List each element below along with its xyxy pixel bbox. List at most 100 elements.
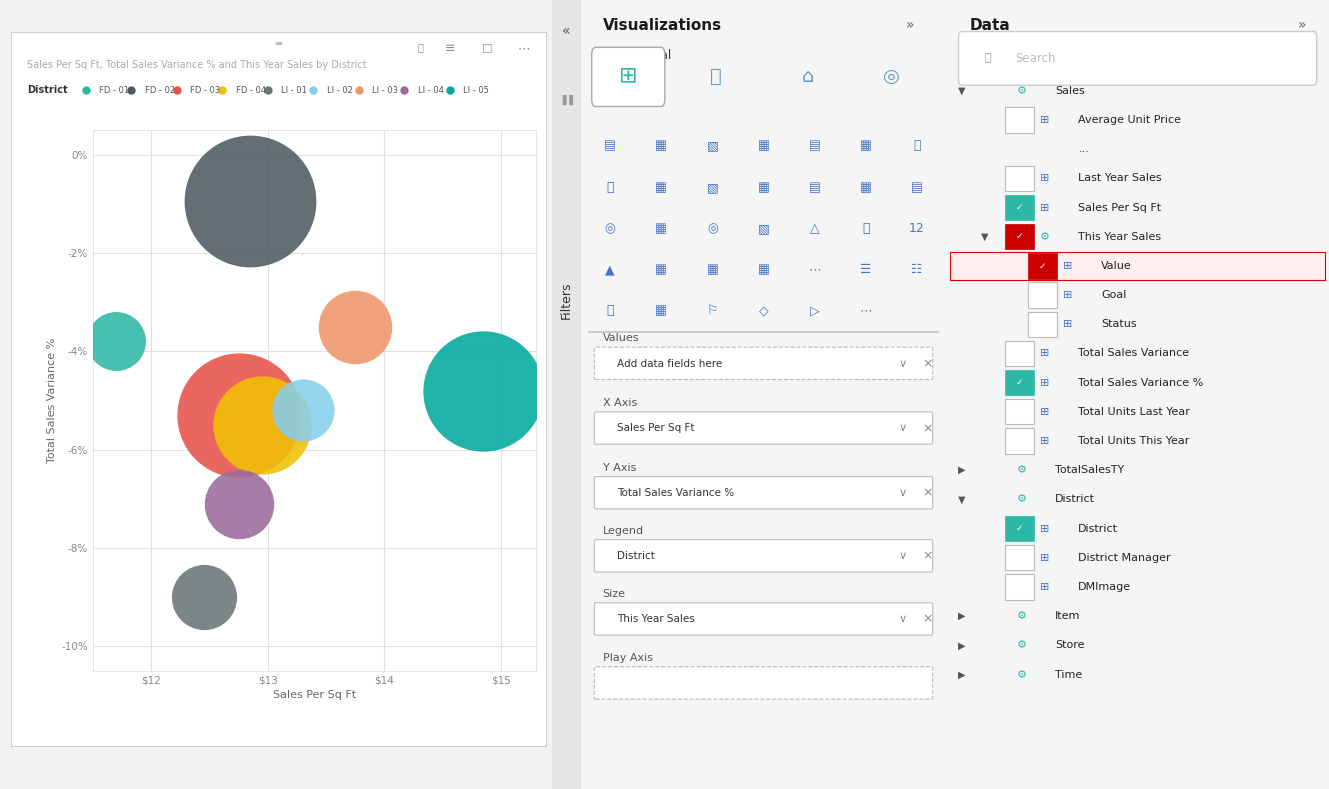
Text: ▶: ▶ xyxy=(958,670,965,679)
Bar xyxy=(587,331,938,333)
Text: Sales Per Sq Ft, Total Sales Variance % and This Year Sales by District: Sales Per Sq Ft, Total Sales Variance % … xyxy=(27,60,367,70)
Text: ⚙: ⚙ xyxy=(1017,670,1027,679)
Text: ▦: ▦ xyxy=(758,264,769,276)
Text: ▧: ▧ xyxy=(707,140,718,152)
Text: ▤: ▤ xyxy=(912,181,922,194)
Text: Average Unit Price: Average Unit Price xyxy=(1078,115,1181,125)
Text: ×: × xyxy=(922,422,933,435)
Text: ▬: ▬ xyxy=(275,39,282,47)
Text: ▼: ▼ xyxy=(958,86,965,95)
FancyBboxPatch shape xyxy=(1027,253,1057,279)
Text: ⊞: ⊞ xyxy=(1041,349,1050,358)
FancyBboxPatch shape xyxy=(1005,341,1034,366)
Text: Add data fields here: Add data fields here xyxy=(617,359,723,368)
FancyBboxPatch shape xyxy=(594,603,933,635)
Y-axis label: Total Sales Variance %: Total Sales Variance % xyxy=(48,338,57,463)
Text: ▧: ▧ xyxy=(707,181,718,194)
Text: DMImage: DMImage xyxy=(1078,582,1131,592)
Text: FD - 04: FD - 04 xyxy=(235,86,266,95)
Text: ⊞: ⊞ xyxy=(1041,407,1050,417)
Text: 📌: 📌 xyxy=(417,43,423,52)
Text: Sales: Sales xyxy=(1055,86,1084,95)
Text: ⊞: ⊞ xyxy=(1063,261,1073,271)
Text: District: District xyxy=(1055,495,1095,504)
Text: ☷: ☷ xyxy=(912,264,922,276)
Text: ⊞: ⊞ xyxy=(1041,582,1050,592)
Text: ⊞: ⊞ xyxy=(619,66,638,87)
Text: Total Sales Variance %: Total Sales Variance % xyxy=(1078,378,1204,387)
Point xyxy=(229,497,250,510)
Text: ✓: ✓ xyxy=(1015,524,1023,533)
Text: ⊞: ⊞ xyxy=(1063,290,1073,300)
Text: ×: × xyxy=(922,487,933,499)
Text: ⌒: ⌒ xyxy=(863,222,869,235)
Text: ▶: ▶ xyxy=(958,466,965,475)
Text: ⊞: ⊞ xyxy=(1041,174,1050,183)
Text: ▦: ▦ xyxy=(860,181,872,194)
Text: ⚙: ⚙ xyxy=(1017,495,1027,504)
Text: ⊞: ⊞ xyxy=(1041,436,1050,446)
Text: Size: Size xyxy=(603,589,626,599)
Point xyxy=(251,419,272,432)
Text: District: District xyxy=(617,552,655,561)
Text: LI - 03: LI - 03 xyxy=(372,86,399,95)
Text: Play Axis: Play Axis xyxy=(603,653,653,663)
Text: ▷: ▷ xyxy=(809,305,820,317)
Text: Search: Search xyxy=(1015,52,1055,65)
Text: ▦: ▦ xyxy=(655,222,667,235)
Text: ∨: ∨ xyxy=(898,552,906,561)
Text: ▦: ▦ xyxy=(655,305,667,317)
Text: Item: Item xyxy=(1055,611,1080,621)
Text: ▦: ▦ xyxy=(758,181,769,194)
Text: Filters: Filters xyxy=(560,281,573,319)
Text: This Year Sales: This Year Sales xyxy=(617,615,695,624)
Text: ⚙: ⚙ xyxy=(1041,232,1050,241)
Text: ▦: ▦ xyxy=(655,140,667,152)
Text: 🔍: 🔍 xyxy=(985,54,991,63)
Text: Total Units This Year: Total Units This Year xyxy=(1078,436,1189,446)
Text: 🏅: 🏅 xyxy=(606,305,614,317)
Text: Data: Data xyxy=(969,18,1010,33)
Text: Value: Value xyxy=(1102,261,1132,271)
Text: ✓: ✓ xyxy=(1038,261,1046,271)
Text: ▶: ▶ xyxy=(958,611,965,621)
Text: ▦: ▦ xyxy=(860,140,872,152)
Text: ▧: ▧ xyxy=(758,222,769,235)
Text: FD - 02: FD - 02 xyxy=(145,86,174,95)
Text: □: □ xyxy=(482,43,493,52)
Point xyxy=(106,335,128,348)
Text: «: « xyxy=(562,24,570,38)
Text: ⚙: ⚙ xyxy=(1017,641,1027,650)
Text: LI - 01: LI - 01 xyxy=(282,86,307,95)
FancyBboxPatch shape xyxy=(594,477,933,509)
FancyBboxPatch shape xyxy=(1005,195,1034,220)
FancyBboxPatch shape xyxy=(594,347,933,380)
Text: △: △ xyxy=(809,222,820,235)
X-axis label: Sales Per Sq Ft: Sales Per Sq Ft xyxy=(272,690,356,700)
Text: Time: Time xyxy=(1055,670,1083,679)
FancyBboxPatch shape xyxy=(1027,282,1057,308)
Text: ⌂: ⌂ xyxy=(801,67,813,86)
Text: ▤: ▤ xyxy=(809,181,820,194)
Text: ▼: ▼ xyxy=(981,232,989,241)
Text: ✓: ✓ xyxy=(1015,232,1023,241)
Text: Total Sales Variance %: Total Sales Variance % xyxy=(617,488,735,498)
Text: Total Units Last Year: Total Units Last Year xyxy=(1078,407,1191,417)
FancyBboxPatch shape xyxy=(1005,107,1034,133)
Text: ▦: ▦ xyxy=(655,264,667,276)
Text: Sales Per Sq Ft: Sales Per Sq Ft xyxy=(1078,203,1162,212)
Text: ◎: ◎ xyxy=(882,67,900,86)
Text: Values: Values xyxy=(603,333,639,343)
Text: ◎: ◎ xyxy=(605,222,615,235)
Point xyxy=(292,404,314,417)
Text: ⊞: ⊞ xyxy=(1041,115,1050,125)
FancyBboxPatch shape xyxy=(1005,545,1034,570)
Text: Visualizations: Visualizations xyxy=(603,18,722,33)
Point xyxy=(193,591,214,604)
Text: 12: 12 xyxy=(909,222,925,235)
Point xyxy=(344,320,365,333)
Text: LI - 02: LI - 02 xyxy=(327,86,352,95)
Point xyxy=(239,195,260,208)
Text: Goal: Goal xyxy=(1102,290,1127,300)
FancyBboxPatch shape xyxy=(1027,312,1057,337)
